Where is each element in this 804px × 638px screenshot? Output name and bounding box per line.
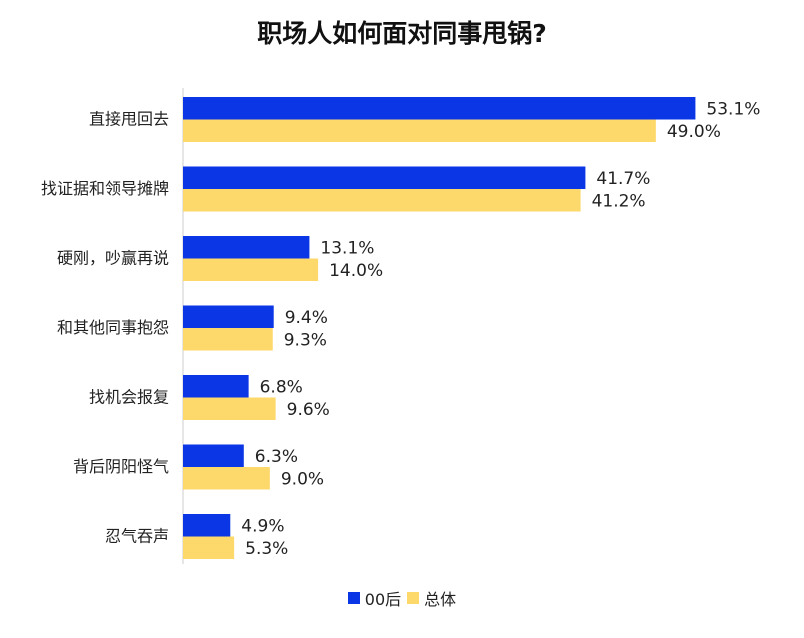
chart-title: 职场人如何面对同事甩锅? (257, 19, 547, 48)
data-label-overall: 9.3% (284, 330, 327, 350)
category-label: 忍气吞声 (105, 527, 169, 546)
category-label: 直接甩回去 (89, 110, 169, 129)
bar-overall (183, 189, 581, 212)
data-label-00hou: 41.7% (596, 169, 650, 189)
bar-00hou (183, 305, 274, 328)
bar-overall (183, 467, 270, 490)
bar-00hou (183, 166, 586, 189)
bar-00hou (183, 375, 249, 398)
legend-swatch-00hou (347, 592, 360, 604)
bar-00hou (183, 444, 244, 467)
bar-overall (183, 119, 656, 142)
legend-swatch-overall (407, 592, 420, 604)
legend-label-overall: 总体 (424, 590, 457, 609)
data-label-00hou: 9.4% (285, 308, 328, 328)
data-label-overall: 9.6% (287, 400, 330, 420)
bar-overall (183, 397, 276, 420)
bar-00hou (183, 236, 310, 259)
legend: 00后 总体 (0, 586, 804, 610)
bar-00hou (183, 97, 696, 120)
category-label: 背后阴阳怪气 (73, 457, 169, 476)
data-label-overall: 5.3% (245, 539, 288, 559)
category-label: 硬刚，吵赢再说 (57, 249, 169, 268)
legend-item-00hou: 00后 (347, 586, 402, 610)
bar-overall (183, 258, 319, 281)
bar-overall (183, 328, 273, 351)
bar-00hou (183, 514, 231, 537)
data-label-overall: 41.2% (592, 191, 646, 211)
data-label-00hou: 53.1% (706, 99, 760, 119)
data-label-00hou: 6.3% (255, 447, 298, 467)
category-label: 找证据和领导摊牌 (41, 179, 169, 198)
legend-label-00hou: 00后 (364, 590, 402, 609)
legend-item-overall: 总体 (407, 586, 456, 610)
data-label-00hou: 6.8% (260, 377, 303, 397)
category-label: 找机会报复 (89, 388, 169, 407)
data-label-00hou: 4.9% (241, 516, 284, 536)
data-label-overall: 14.0% (329, 261, 383, 281)
data-label-00hou: 13.1% (320, 238, 374, 258)
category-label: 和其他同事抱怨 (57, 318, 169, 337)
data-label-overall: 49.0% (667, 122, 721, 142)
data-label-overall: 9.0% (281, 469, 324, 489)
bar-overall (183, 536, 235, 559)
